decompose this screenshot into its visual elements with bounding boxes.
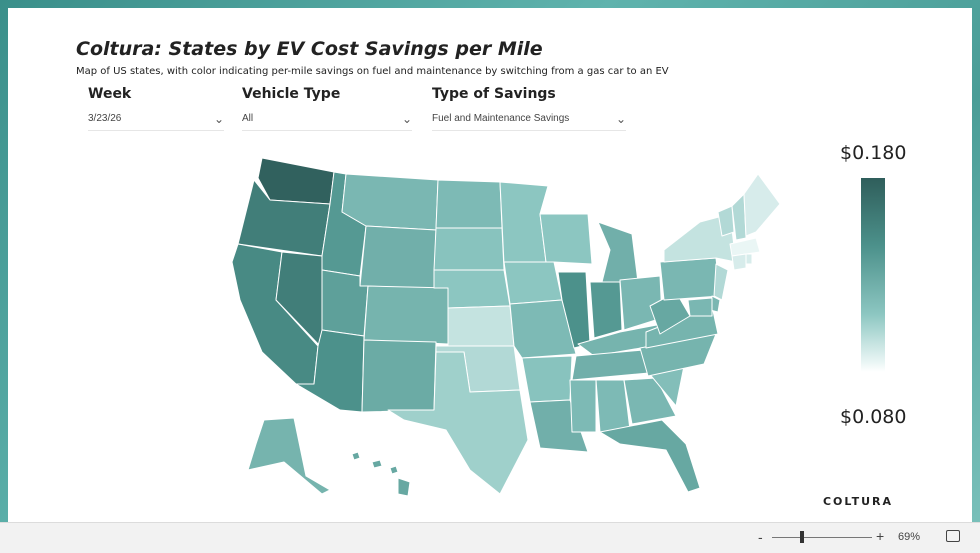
legend-min-label: $0.080 bbox=[840, 406, 907, 428]
state-md[interactable] bbox=[687, 297, 713, 317]
fit-to-page-icon[interactable] bbox=[946, 530, 960, 542]
zoom-out-button[interactable]: - bbox=[758, 529, 763, 545]
zoom-slider-thumb[interactable] bbox=[800, 531, 804, 543]
state-sd[interactable] bbox=[433, 227, 505, 271]
state-hi[interactable] bbox=[351, 451, 411, 497]
report-subtitle: Map of US states, with color indicating … bbox=[76, 66, 669, 77]
chevron-down-icon[interactable]: ⌄ bbox=[615, 112, 626, 126]
savings-type-dropdown[interactable]: Fuel and Maintenance Savings ⌄ bbox=[432, 108, 626, 131]
week-dropdown[interactable]: 3/23/26 ⌄ bbox=[88, 108, 224, 131]
state-ks[interactable] bbox=[447, 305, 515, 347]
vehicle-type-dropdown[interactable]: All ⌄ bbox=[242, 108, 412, 131]
chevron-down-icon[interactable]: ⌄ bbox=[213, 112, 224, 126]
coltura-logo: COLTURA bbox=[818, 448, 898, 508]
state-tx[interactable] bbox=[387, 351, 529, 495]
state-co[interactable] bbox=[363, 285, 451, 345]
state-ri[interactable] bbox=[745, 253, 753, 265]
state-ak[interactable] bbox=[247, 417, 331, 495]
state-nm[interactable] bbox=[361, 339, 437, 413]
state-wy[interactable] bbox=[359, 225, 437, 289]
state-ar[interactable] bbox=[521, 355, 573, 403]
state-pa[interactable] bbox=[659, 257, 721, 301]
filter-week: Week 3/23/26 ⌄ bbox=[88, 86, 224, 131]
report-title: Coltura: States by EV Cost Savings per M… bbox=[76, 38, 543, 60]
status-bar: - + 69% bbox=[0, 522, 980, 553]
coltura-heart-icon bbox=[837, 452, 879, 485]
filter-week-label: Week bbox=[88, 86, 132, 102]
zoom-slider[interactable] bbox=[772, 537, 872, 538]
legend-color-scale bbox=[861, 178, 885, 372]
state-nh[interactable] bbox=[731, 193, 747, 241]
state-me[interactable] bbox=[743, 173, 781, 237]
filter-savings-type-label: Type of Savings bbox=[432, 86, 556, 102]
state-mi[interactable] bbox=[597, 221, 639, 283]
state-ma[interactable] bbox=[729, 237, 761, 257]
state-ct[interactable] bbox=[731, 253, 747, 271]
state-ia[interactable] bbox=[503, 261, 563, 305]
filter-savings-type: Type of Savings Fuel and Maintenance Sav… bbox=[432, 86, 626, 131]
state-al[interactable] bbox=[595, 379, 631, 433]
savings-type-dropdown-value: Fuel and Maintenance Savings bbox=[432, 113, 570, 124]
week-dropdown-value: 3/23/26 bbox=[88, 113, 122, 124]
zoom-in-button[interactable]: + bbox=[876, 528, 885, 544]
vehicle-type-dropdown-value: All bbox=[242, 113, 254, 124]
state-mo[interactable] bbox=[509, 299, 577, 359]
filter-vehicle-type: Vehicle Type All ⌄ bbox=[242, 86, 412, 131]
state-in[interactable] bbox=[589, 281, 623, 339]
state-nj[interactable] bbox=[713, 263, 729, 301]
state-fl[interactable] bbox=[599, 419, 701, 493]
chevron-down-icon[interactable]: ⌄ bbox=[401, 112, 412, 126]
state-ga[interactable] bbox=[623, 377, 677, 425]
state-vt[interactable] bbox=[717, 205, 735, 237]
legend-max-label: $0.180 bbox=[840, 142, 907, 164]
logo-text: COLTURA bbox=[822, 495, 894, 508]
zoom-level: 69% bbox=[898, 531, 921, 543]
state-wa[interactable] bbox=[257, 157, 335, 205]
state-wi[interactable] bbox=[539, 213, 593, 265]
state-ms[interactable] bbox=[569, 379, 597, 433]
filter-vehicle-type-label: Vehicle Type bbox=[242, 86, 341, 102]
state-nd[interactable] bbox=[435, 179, 503, 229]
